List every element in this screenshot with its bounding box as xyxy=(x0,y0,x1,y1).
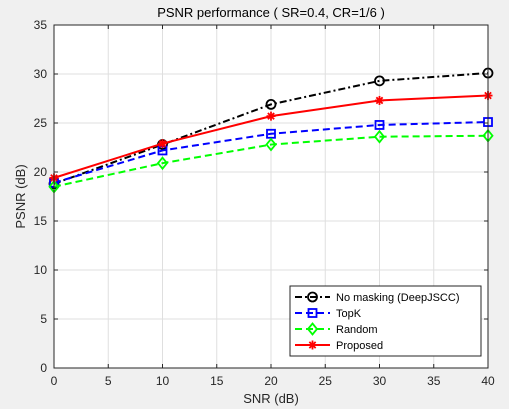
legend-marker xyxy=(306,322,319,336)
legend-entry: Proposed xyxy=(295,340,383,352)
y-tick-label: 25 xyxy=(34,116,48,130)
legend-label: No masking (DeepJSCC) xyxy=(336,292,459,304)
y-tick-label: 10 xyxy=(34,263,48,277)
data-point xyxy=(266,111,276,121)
data-point xyxy=(374,120,385,130)
chart-title: PSNR performance ( SR=0.4, CR=1/6 ) xyxy=(157,5,385,20)
x-tick-label: 0 xyxy=(51,374,58,388)
y-tick-label: 30 xyxy=(34,67,48,81)
x-tick-label: 35 xyxy=(427,374,441,388)
legend-marker xyxy=(307,308,318,318)
x-tick-label: 25 xyxy=(319,374,333,388)
x-tick-label: 5 xyxy=(105,374,112,388)
y-axis-title: PSNR (dB) xyxy=(13,164,28,228)
data-point xyxy=(265,98,277,110)
y-tick-label: 15 xyxy=(34,214,48,228)
data-point xyxy=(373,129,386,144)
y-tick-label: 20 xyxy=(34,165,48,179)
legend-label: TopK xyxy=(336,308,362,320)
axis-ticks xyxy=(53,24,489,369)
x-tick-label: 15 xyxy=(210,374,224,388)
data-point xyxy=(375,95,384,105)
tick-labels: 0 5 10 15 20 25 30 35 40 0 5 10 15 20 25 30 35 xyxy=(34,18,495,388)
legend-entry: Random xyxy=(295,322,378,336)
data-point xyxy=(374,75,385,87)
legend: No masking (DeepJSCC) TopK Random Proposed xyxy=(289,285,482,357)
data-point xyxy=(156,156,169,171)
x-tick-label: 30 xyxy=(373,374,387,388)
legend-marker xyxy=(308,340,317,350)
series-line xyxy=(53,72,489,185)
legend-marker xyxy=(307,291,318,303)
legend-label: Random xyxy=(336,324,378,336)
x-tick-label: 40 xyxy=(481,374,495,388)
x-axis-title: SNR (dB) xyxy=(243,391,299,406)
data-point xyxy=(158,139,167,149)
series-line xyxy=(53,134,489,188)
legend-label: Proposed xyxy=(336,340,383,352)
x-tick-label: 10 xyxy=(156,374,170,388)
legend-entry: No masking (DeepJSCC) xyxy=(295,291,459,304)
series-line xyxy=(53,121,489,184)
legend-entry: TopK xyxy=(295,308,362,320)
y-tick-label: 5 xyxy=(40,312,47,326)
x-tick-label: 20 xyxy=(264,374,278,388)
y-tick-label: 35 xyxy=(34,18,48,32)
data-point xyxy=(265,137,277,152)
y-tick-label: 0 xyxy=(40,361,47,375)
